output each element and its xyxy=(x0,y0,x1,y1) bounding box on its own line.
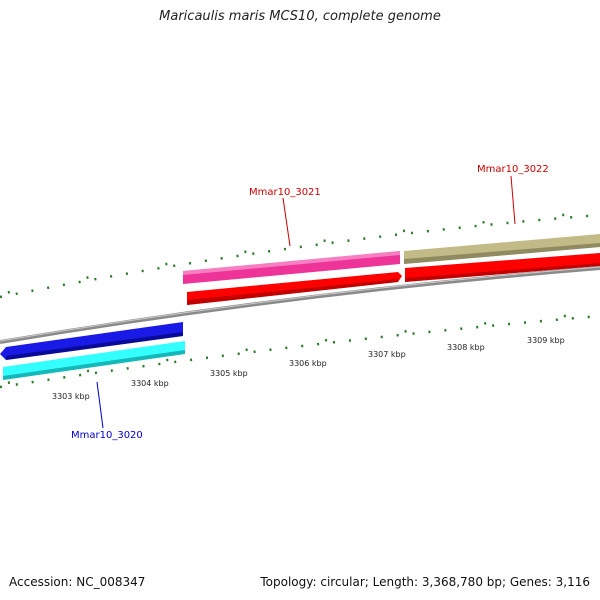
scale-label: 3307 kbp xyxy=(368,350,406,359)
map-title: Maricaulis maris MCS10, complete genome xyxy=(159,9,441,24)
gene-mmar10-3022-track[interactable] xyxy=(404,234,600,264)
gene-mmar10-3021-leader xyxy=(282,197,291,247)
inner-tick-ruler xyxy=(0,311,600,389)
genome-backbone xyxy=(0,266,600,344)
gene-mmar10-3020-leader xyxy=(96,381,104,429)
scale-label: 3308 kbp xyxy=(447,343,485,352)
cds-mmar10-3020[interactable] xyxy=(3,341,185,380)
gene-mmar10-3022-leader xyxy=(510,175,516,225)
cds-mmar10-3021[interactable] xyxy=(187,272,402,305)
gene-mmar10-3021-track[interactable] xyxy=(183,251,400,284)
gene-label-mmar10-3020[interactable]: Mmar10_3020 xyxy=(71,430,143,441)
accession-text: Accession: NC_008347 xyxy=(9,575,146,589)
scale-labels: 3303 kbp 3304 kbp 3305 kbp 3306 kbp 3307… xyxy=(52,336,565,401)
scale-label: 3305 kbp xyxy=(210,369,248,378)
genome-summary-text: Topology: circular; Length: 3,368,780 bp… xyxy=(260,575,590,589)
gene-label-mmar10-3022[interactable]: Mmar10_3022 xyxy=(477,164,549,175)
scale-label: 3309 kbp xyxy=(527,336,565,345)
scale-label: 3306 kbp xyxy=(289,359,327,368)
scale-label: 3303 kbp xyxy=(52,392,90,401)
gene-mmar10-3020-track[interactable] xyxy=(0,322,183,360)
outer-tick-ruler xyxy=(0,210,600,299)
genome-backbone-highlight xyxy=(0,266,600,342)
gene-label-mmar10-3021[interactable]: Mmar10_3021 xyxy=(249,187,321,198)
cds-mmar10-3022[interactable] xyxy=(405,253,600,282)
scale-label: 3304 kbp xyxy=(131,379,169,388)
